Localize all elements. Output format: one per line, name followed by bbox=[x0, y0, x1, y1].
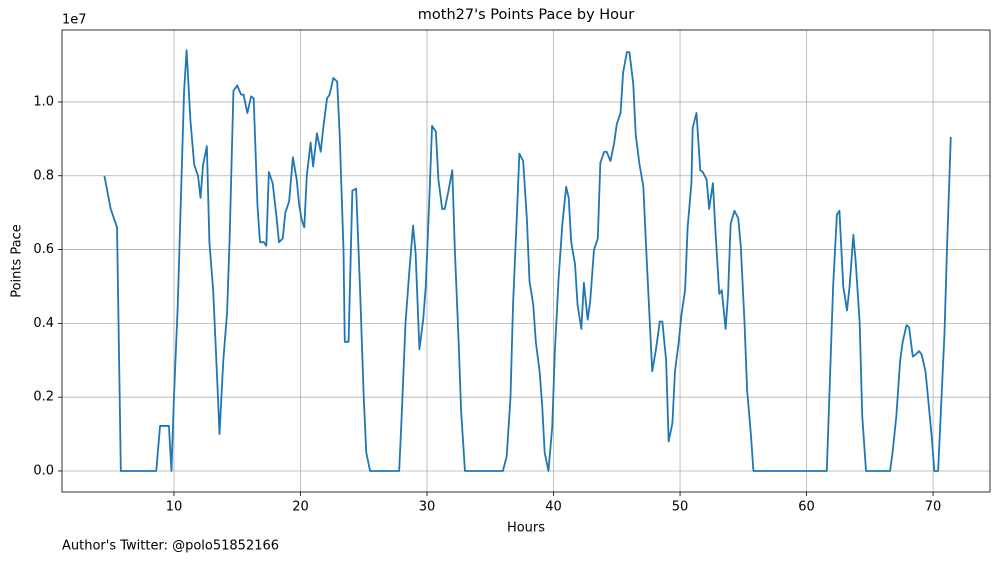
y-tick-label: 0.0 bbox=[33, 463, 54, 478]
x-tick-label: 50 bbox=[672, 500, 689, 515]
data-line bbox=[103, 49, 952, 472]
footer-annotation: Author's Twitter: @polo51852166 bbox=[62, 539, 279, 554]
x-tick-label: 30 bbox=[419, 500, 436, 515]
x-tick-label: 10 bbox=[166, 500, 183, 515]
x-tick-label: 70 bbox=[925, 500, 942, 515]
chart-title: moth27's Points Pace by Hour bbox=[418, 7, 634, 23]
y-offset-label: 1e7 bbox=[62, 13, 87, 28]
y-tick-label: 1.0 bbox=[33, 94, 54, 109]
y-tick-label: 0.8 bbox=[33, 168, 54, 183]
x-tick-label: 60 bbox=[798, 500, 815, 515]
plot-frame bbox=[61, 29, 991, 493]
y-axis-label: Points Pace bbox=[10, 224, 25, 298]
x-axis-label: Hours bbox=[507, 521, 545, 536]
y-tick-label: 0.6 bbox=[33, 242, 54, 257]
x-tick-label: 20 bbox=[292, 500, 309, 515]
y-tick-label: 0.4 bbox=[33, 316, 54, 331]
y-tick-label: 0.2 bbox=[33, 390, 54, 405]
x-tick-label: 40 bbox=[545, 500, 562, 515]
